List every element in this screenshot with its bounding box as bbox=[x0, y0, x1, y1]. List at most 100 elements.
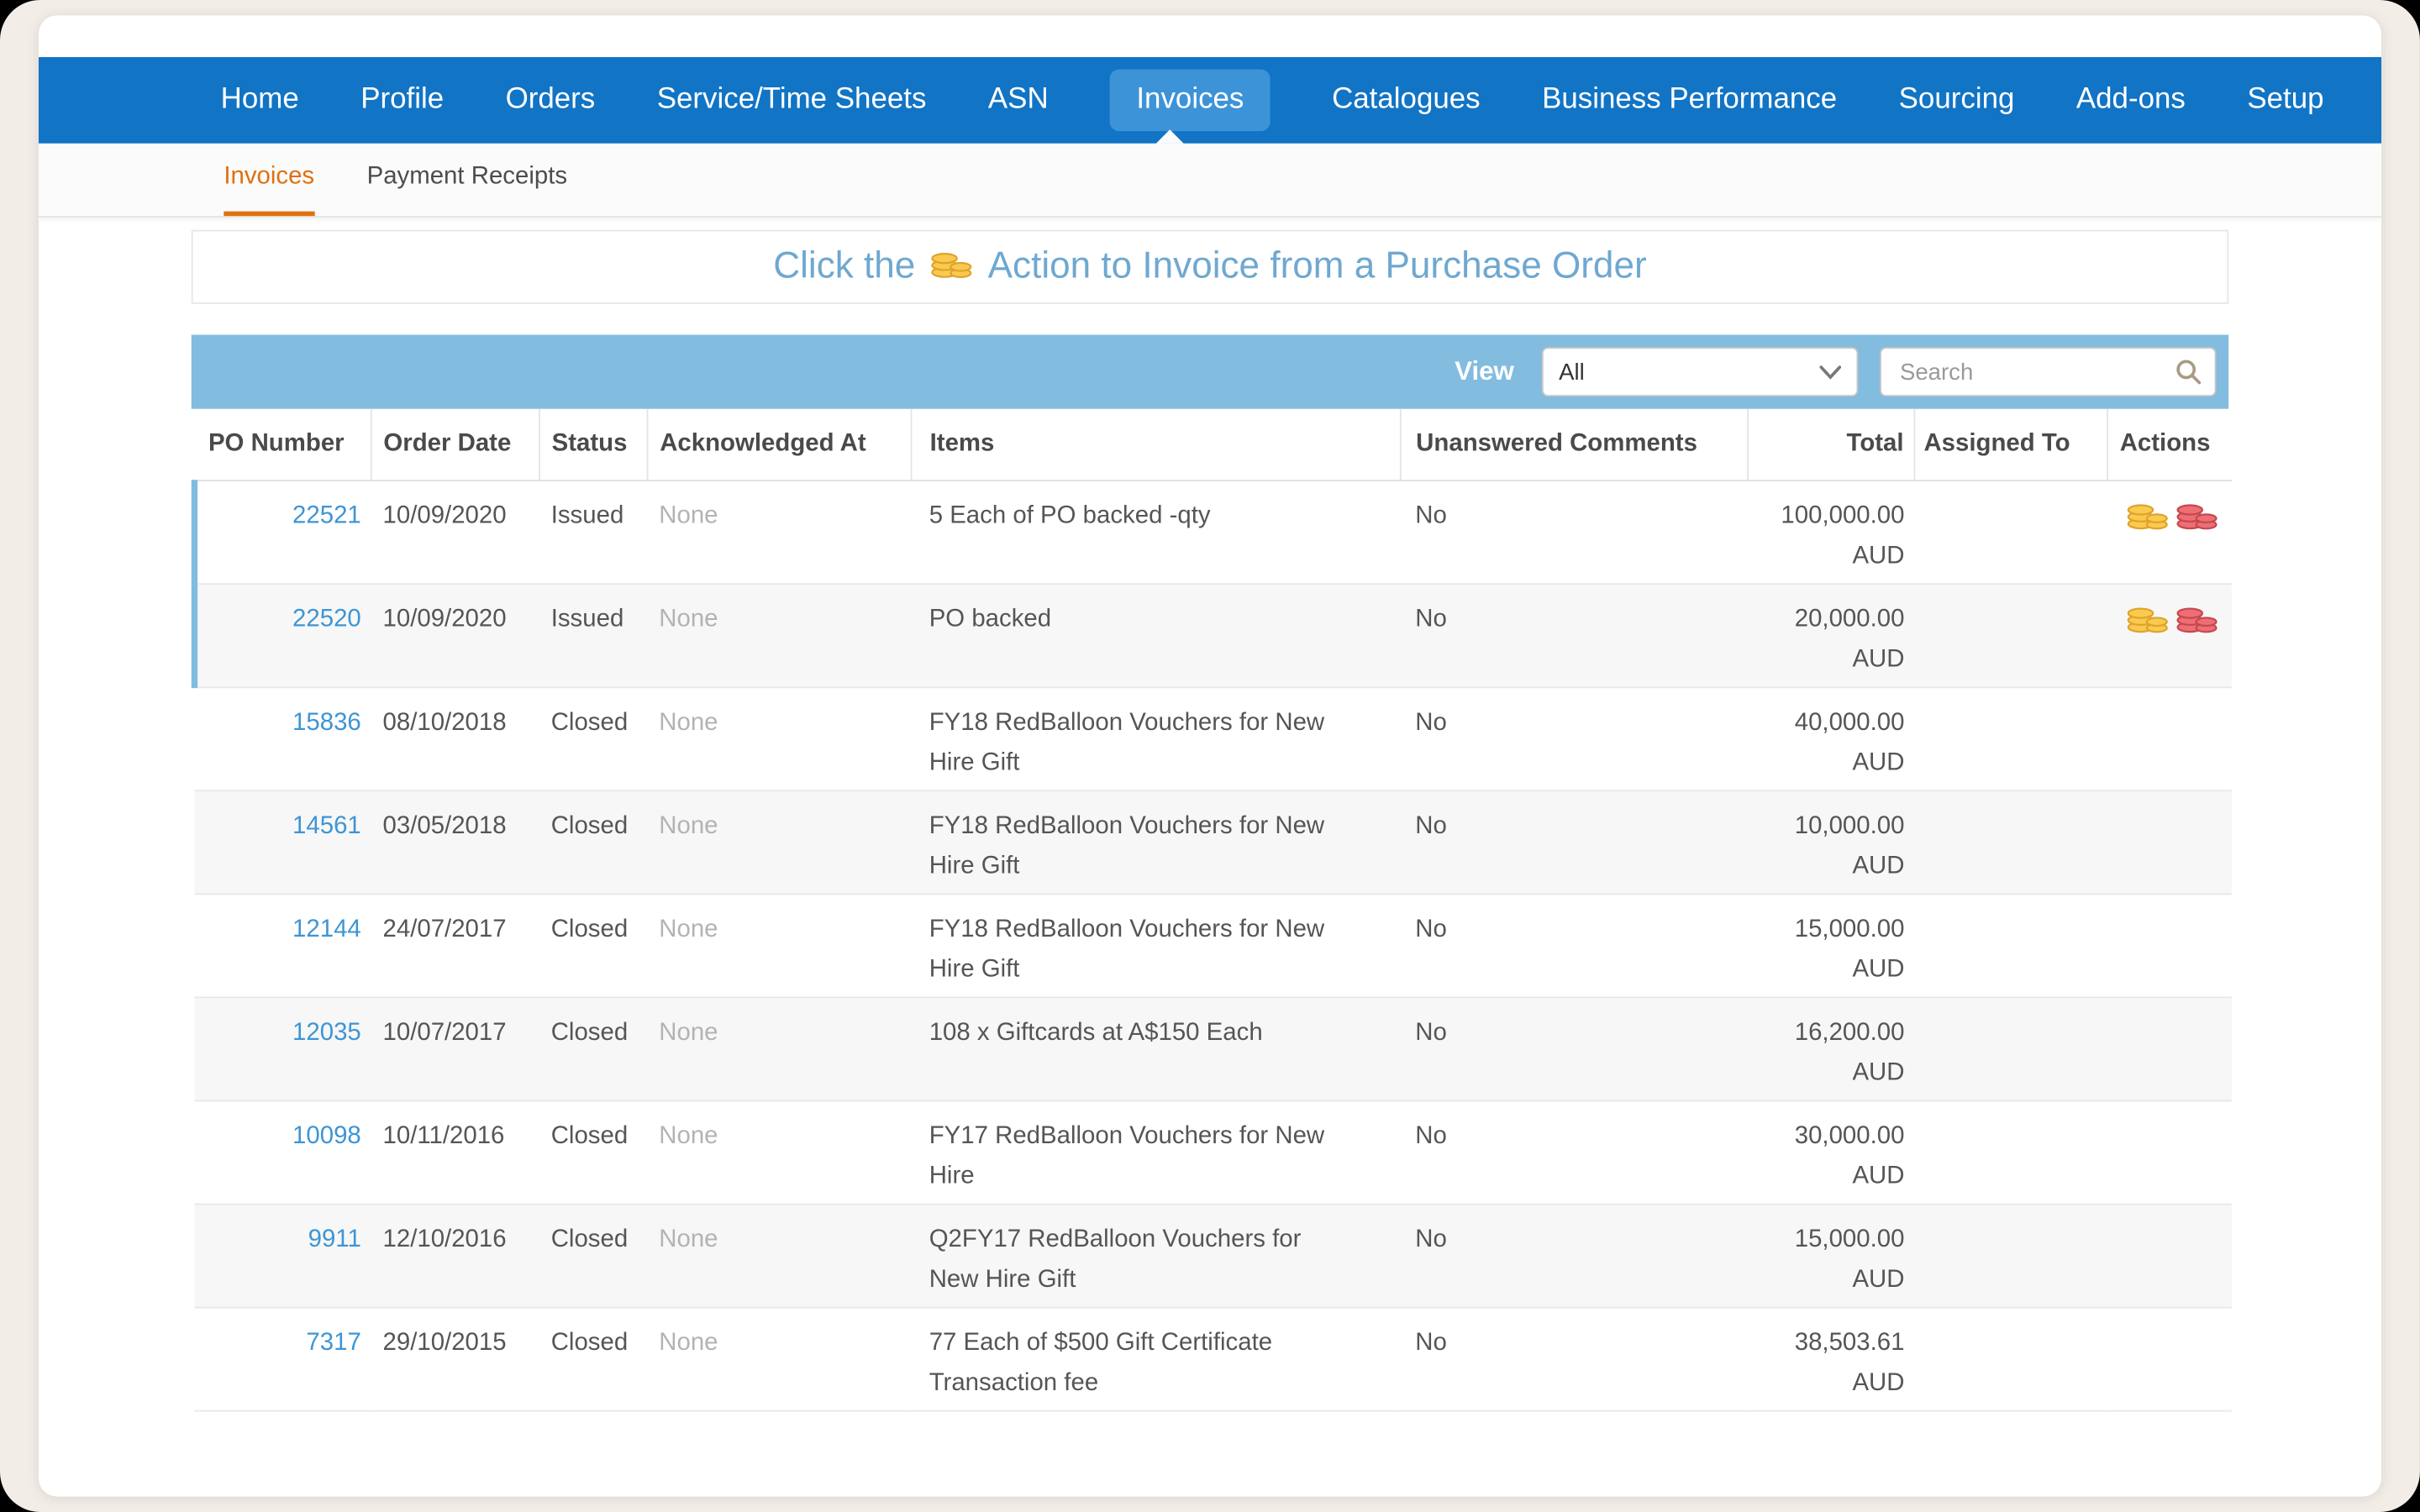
po-number-link[interactable]: 12035 bbox=[292, 1020, 361, 1047]
po-number-link[interactable]: 12144 bbox=[292, 916, 361, 943]
table-row: 15836 08/10/2018 Closed None FY18 RedBal… bbox=[194, 687, 2232, 792]
acknowledged-at-cell: None bbox=[646, 1307, 911, 1412]
status-cell: Closed bbox=[539, 1307, 647, 1412]
po-number-cell: 9911 bbox=[194, 1204, 371, 1309]
column-header-order-date[interactable]: Order Date bbox=[369, 408, 539, 482]
column-header-unanswered-comments[interactable]: Unanswered Comments bbox=[1398, 408, 1748, 482]
total-amount: 15,000.00 bbox=[1794, 916, 1905, 943]
po-number-link[interactable]: 15836 bbox=[292, 709, 361, 737]
total-cell: 100,000.00 AUD bbox=[1747, 480, 1914, 585]
search-icon[interactable] bbox=[2175, 358, 2202, 386]
po-number-link[interactable]: 10098 bbox=[292, 1123, 361, 1150]
nav-item-asn[interactable]: ASN bbox=[987, 83, 1049, 116]
table-row: 12035 10/07/2017 Closed None 108 x Giftc… bbox=[194, 997, 2232, 1102]
status-cell: Issued bbox=[539, 480, 647, 585]
order-date-cell: 10/07/2017 bbox=[370, 997, 539, 1102]
order-date-cell: 10/09/2020 bbox=[370, 584, 539, 689]
items-cell: FY18 RedBalloon Vouchers for New Hire Gi… bbox=[910, 687, 1400, 792]
nav-item-service-time-sheets[interactable]: Service/Time Sheets bbox=[656, 83, 927, 116]
po-number-link[interactable]: 14561 bbox=[292, 812, 361, 840]
order-date-cell: 12/10/2016 bbox=[370, 1204, 539, 1309]
actions-cell bbox=[2107, 584, 2232, 689]
order-date-cell: 10/09/2020 bbox=[370, 480, 539, 585]
total-amount: 15,000.00 bbox=[1794, 1226, 1905, 1253]
purchase-orders-table-section: View All bbox=[191, 334, 2232, 1412]
po-number-cell: 10098 bbox=[194, 1100, 371, 1205]
column-header-actions[interactable]: Actions bbox=[2106, 408, 2232, 482]
assigned-to-cell bbox=[1913, 790, 2107, 895]
po-number-cell: 22520 bbox=[191, 584, 371, 689]
assigned-to-cell bbox=[1913, 1307, 2107, 1412]
column-header-acknowledged-at[interactable]: Acknowledged At bbox=[645, 408, 911, 482]
items-cell: FY17 RedBalloon Vouchers for New Hire bbox=[910, 1100, 1400, 1205]
active-tab-caret bbox=[1155, 129, 1184, 144]
acknowledged-at-cell: None bbox=[646, 584, 911, 689]
total-cell: 10,000.00 AUD bbox=[1747, 790, 1914, 895]
nav-item-invoices[interactable]: Invoices bbox=[1110, 69, 1270, 132]
acknowledged-at-cell: None bbox=[646, 1100, 911, 1205]
total-currency: AUD bbox=[1852, 543, 1905, 570]
order-date-cell: 24/07/2017 bbox=[370, 894, 539, 999]
red-coins-icon[interactable] bbox=[2176, 496, 2218, 530]
search-input[interactable] bbox=[1897, 357, 2175, 387]
subnav-item-invoices[interactable]: Invoices bbox=[224, 144, 315, 217]
total-currency: AUD bbox=[1852, 749, 1905, 776]
chevron-down-icon bbox=[1819, 365, 1842, 379]
po-number-cell: 12035 bbox=[194, 997, 371, 1102]
red-coins-icon[interactable] bbox=[2176, 600, 2218, 633]
subnav-item-payment-receipts[interactable]: Payment Receipts bbox=[366, 163, 568, 190]
order-date-cell: 29/10/2015 bbox=[370, 1307, 539, 1412]
assigned-to-cell bbox=[1913, 1204, 2107, 1309]
unanswered-comments-cell: No bbox=[1399, 997, 1748, 1102]
banner-text-after: Action to Invoice from a Purchase Order bbox=[987, 245, 1647, 287]
unanswered-comments-cell: No bbox=[1399, 894, 1748, 999]
column-header-status[interactable]: Status bbox=[538, 408, 647, 482]
gold-coins-icon[interactable] bbox=[2127, 496, 2169, 530]
order-date-cell: 08/10/2018 bbox=[370, 687, 539, 792]
status-cell: Issued bbox=[539, 584, 647, 689]
column-header-items[interactable]: Items bbox=[909, 408, 1400, 482]
table-row: 12144 24/07/2017 Closed None FY18 RedBal… bbox=[194, 894, 2232, 999]
total-cell: 40,000.00 AUD bbox=[1747, 687, 1914, 792]
nav-item-catalogues[interactable]: Catalogues bbox=[1332, 83, 1481, 116]
banner-coins-slot bbox=[931, 244, 973, 289]
app-window: Home Profile Orders Service/Time Sheets … bbox=[38, 15, 2382, 1497]
total-cell: 15,000.00 AUD bbox=[1747, 1204, 1914, 1309]
nav-item-setup[interactable]: Setup bbox=[2247, 83, 2324, 116]
items-cell: 5 Each of PO backed -qty bbox=[910, 480, 1400, 585]
unanswered-comments-cell: No bbox=[1399, 1307, 1748, 1412]
column-header-assigned-to[interactable]: Assigned To bbox=[1912, 408, 2107, 482]
items-cell: PO backed bbox=[910, 584, 1400, 689]
po-number-link[interactable]: 22520 bbox=[292, 606, 361, 633]
column-header-total[interactable]: Total bbox=[1746, 408, 1914, 482]
nav-item-business-performance[interactable]: Business Performance bbox=[1542, 83, 1838, 116]
total-cell: 20,000.00 AUD bbox=[1747, 584, 1914, 689]
po-number-cell: 14561 bbox=[194, 790, 371, 895]
nav-item-orders[interactable]: Orders bbox=[505, 83, 596, 116]
nav-item-profile[interactable]: Profile bbox=[360, 83, 445, 116]
acknowledged-at-cell: None bbox=[646, 687, 911, 792]
actions-cell bbox=[2107, 997, 2232, 1102]
actions-cell bbox=[2107, 790, 2232, 895]
po-number-link[interactable]: 9911 bbox=[308, 1226, 361, 1253]
po-number-link[interactable]: 7317 bbox=[306, 1330, 361, 1357]
unanswered-comments-cell: No bbox=[1399, 1204, 1748, 1309]
view-select[interactable]: All bbox=[1541, 347, 1859, 397]
po-number-link[interactable]: 22521 bbox=[292, 502, 361, 529]
total-currency: AUD bbox=[1852, 1369, 1905, 1397]
total-amount: 30,000.00 bbox=[1794, 1123, 1905, 1150]
nav-item-sourcing[interactable]: Sourcing bbox=[1898, 83, 2015, 116]
unanswered-comments-cell: No bbox=[1399, 687, 1748, 792]
gold-coins-icon bbox=[931, 252, 972, 278]
banner-text-before: Click the bbox=[773, 245, 916, 287]
search-box[interactable] bbox=[1880, 347, 2217, 397]
column-header-po-number[interactable]: PO Number bbox=[194, 408, 371, 482]
top-navigation: Home Profile Orders Service/Time Sheets … bbox=[38, 56, 2382, 144]
status-cell: Closed bbox=[539, 687, 647, 792]
nav-item-home[interactable]: Home bbox=[220, 83, 299, 116]
po-number-cell: 22521 bbox=[191, 480, 371, 585]
order-date-cell: 10/11/2016 bbox=[370, 1100, 539, 1205]
gold-coins-icon[interactable] bbox=[2127, 600, 2169, 633]
table-row: 10098 10/11/2016 Closed None FY17 RedBal… bbox=[194, 1100, 2232, 1205]
nav-item-add-ons[interactable]: Add-ons bbox=[2075, 83, 2186, 116]
